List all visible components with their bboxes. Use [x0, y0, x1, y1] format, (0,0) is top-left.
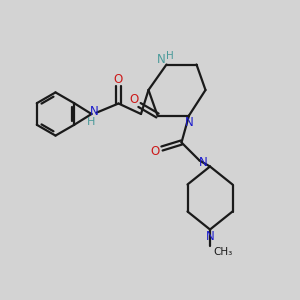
Text: H: H: [166, 51, 174, 61]
Text: CH₃: CH₃: [214, 247, 233, 257]
Text: O: O: [151, 145, 160, 158]
Text: N: N: [206, 230, 214, 243]
Text: N: N: [199, 156, 208, 170]
Text: N: N: [184, 116, 194, 129]
Text: N: N: [157, 52, 166, 66]
Text: H: H: [87, 117, 96, 128]
Text: N: N: [89, 105, 98, 118]
Text: O: O: [114, 73, 123, 86]
Text: O: O: [129, 93, 138, 106]
